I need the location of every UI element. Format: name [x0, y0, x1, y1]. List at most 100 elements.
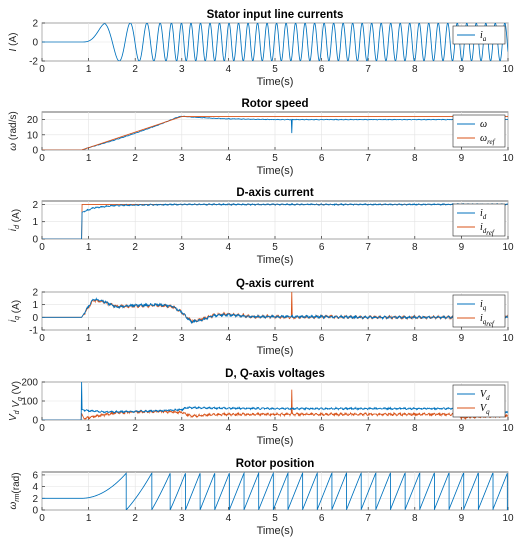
x-tick-label: 2 — [132, 242, 138, 253]
x-tick-label: 1 — [86, 153, 92, 164]
x-tick-label: 4 — [226, 64, 232, 75]
y-tick-label: 0 — [32, 38, 38, 49]
x-tick-label: 3 — [179, 513, 185, 524]
y-tick-label: 10 — [27, 130, 39, 141]
x-tick-label: 4 — [226, 423, 232, 434]
x-tick-label: 1 — [86, 423, 92, 434]
legend: ia — [452, 25, 506, 45]
x-tick-label: 10 — [502, 242, 514, 253]
chart-title: Rotor speed — [241, 98, 308, 110]
x-tick-label: 7 — [365, 64, 371, 75]
x-tick-label: 10 — [502, 423, 514, 434]
subplot-3: 0 1 2 3 4 5 6 7 8 9 10 0 1 2 D-axis current Time(s) id (… — [8, 187, 514, 266]
legend-entry: idref — [480, 222, 495, 237]
legend-box — [452, 384, 506, 418]
x-tick-label: 0 — [39, 153, 45, 164]
series-line-2-2 — [42, 116, 508, 150]
legend-box — [452, 25, 506, 45]
series-line-5-1 — [42, 389, 508, 420]
x-tick-label: 2 — [132, 64, 138, 75]
y-axis-label: ωrm(rad) — [8, 472, 22, 509]
x-tick-label: 5 — [272, 513, 278, 524]
x-tick-label: 3 — [179, 423, 185, 434]
y-tick-label: -2 — [29, 57, 38, 68]
x-tick-label: 8 — [412, 242, 418, 253]
series-line-6-1 — [42, 472, 508, 510]
x-tick-label: 0 — [39, 333, 45, 344]
y-tick-label: 20 — [27, 115, 39, 126]
y-axis-label: Vd Vq (V) — [8, 381, 24, 421]
y-tick-label: 0 — [32, 416, 38, 427]
y-tick-label: 100 — [21, 397, 38, 408]
x-tick-label: 4 — [226, 242, 232, 253]
x-axis-label: Time(s) — [257, 76, 294, 88]
x-axis-label: Time(s) — [257, 165, 294, 177]
x-tick-label: 7 — [365, 333, 371, 344]
chart-title: D, Q-axis voltages — [225, 368, 325, 380]
y-tick-label: 6 — [32, 470, 38, 481]
y-tick-label: -1 — [29, 326, 38, 337]
x-tick-label: 2 — [132, 423, 138, 434]
x-tick-label: 0 — [39, 513, 45, 524]
subplot-2: 0 1 2 3 4 5 6 7 8 9 10 0 10 20 Rotor speed Time(s) ω (ra… — [8, 98, 514, 177]
x-tick-label: 5 — [272, 423, 278, 434]
legend-entry: Vq — [480, 403, 490, 416]
chart-title: Rotor position — [236, 458, 315, 470]
x-tick-label: 9 — [459, 513, 465, 524]
series-line-1-1 — [42, 23, 508, 61]
x-tick-label: 8 — [412, 64, 418, 75]
x-tick-label: 1 — [86, 333, 92, 344]
x-tick-label: 9 — [459, 64, 465, 75]
legend-entry: ia — [480, 30, 487, 43]
x-tick-label: 3 — [179, 333, 185, 344]
x-tick-label: 6 — [319, 242, 325, 253]
x-tick-label: 3 — [179, 242, 185, 253]
y-tick-label: 2 — [32, 200, 38, 211]
x-tick-label: 7 — [365, 242, 371, 253]
x-tick-label: 6 — [319, 64, 325, 75]
x-tick-label: 6 — [319, 333, 325, 344]
x-tick-label: 4 — [226, 153, 232, 164]
y-axis-label: id (A) — [8, 209, 22, 231]
x-tick-label: 10 — [502, 153, 514, 164]
y-tick-label: 2 — [32, 19, 38, 30]
legend-entry: iq — [480, 299, 487, 312]
y-tick-label: 0 — [32, 313, 38, 324]
series-line-3-2 — [42, 202, 508, 239]
y-tick-label: 4 — [32, 482, 38, 493]
x-axis-label: Time(s) — [257, 345, 294, 357]
x-axis-label: Time(s) — [257, 525, 294, 537]
legend-box — [452, 203, 506, 237]
x-tick-label: 9 — [459, 242, 465, 253]
x-tick-label: 3 — [179, 153, 185, 164]
x-tick-label: 0 — [39, 64, 45, 75]
y-axis-label: iq (A) — [8, 300, 22, 322]
x-tick-label: 7 — [365, 423, 371, 434]
x-axis-label: Time(s) — [257, 435, 294, 447]
legend-entry: ωref — [480, 133, 496, 146]
y-axis-label: ω (rad/s) — [8, 111, 19, 150]
x-tick-label: 8 — [412, 333, 418, 344]
x-tick-label: 5 — [272, 64, 278, 75]
x-tick-label: 7 — [365, 513, 371, 524]
x-tick-label: 0 — [39, 423, 45, 434]
chart-title: Q-axis current — [236, 278, 314, 290]
x-tick-label: 5 — [272, 333, 278, 344]
x-tick-label: 2 — [132, 333, 138, 344]
x-tick-label: 0 — [39, 242, 45, 253]
legend-entry: iqref — [480, 313, 495, 328]
chart-title: Stator input line currents — [207, 9, 344, 21]
legend-entry: id — [480, 208, 487, 221]
y-tick-label: 2 — [32, 288, 38, 299]
x-tick-label: 9 — [459, 153, 465, 164]
legend-box — [452, 114, 506, 148]
legend-entry: ω — [480, 119, 487, 130]
x-tick-label: 8 — [412, 153, 418, 164]
y-tick-label: 200 — [21, 378, 38, 389]
x-tick-label: 6 — [319, 153, 325, 164]
x-tick-label: 1 — [86, 242, 92, 253]
